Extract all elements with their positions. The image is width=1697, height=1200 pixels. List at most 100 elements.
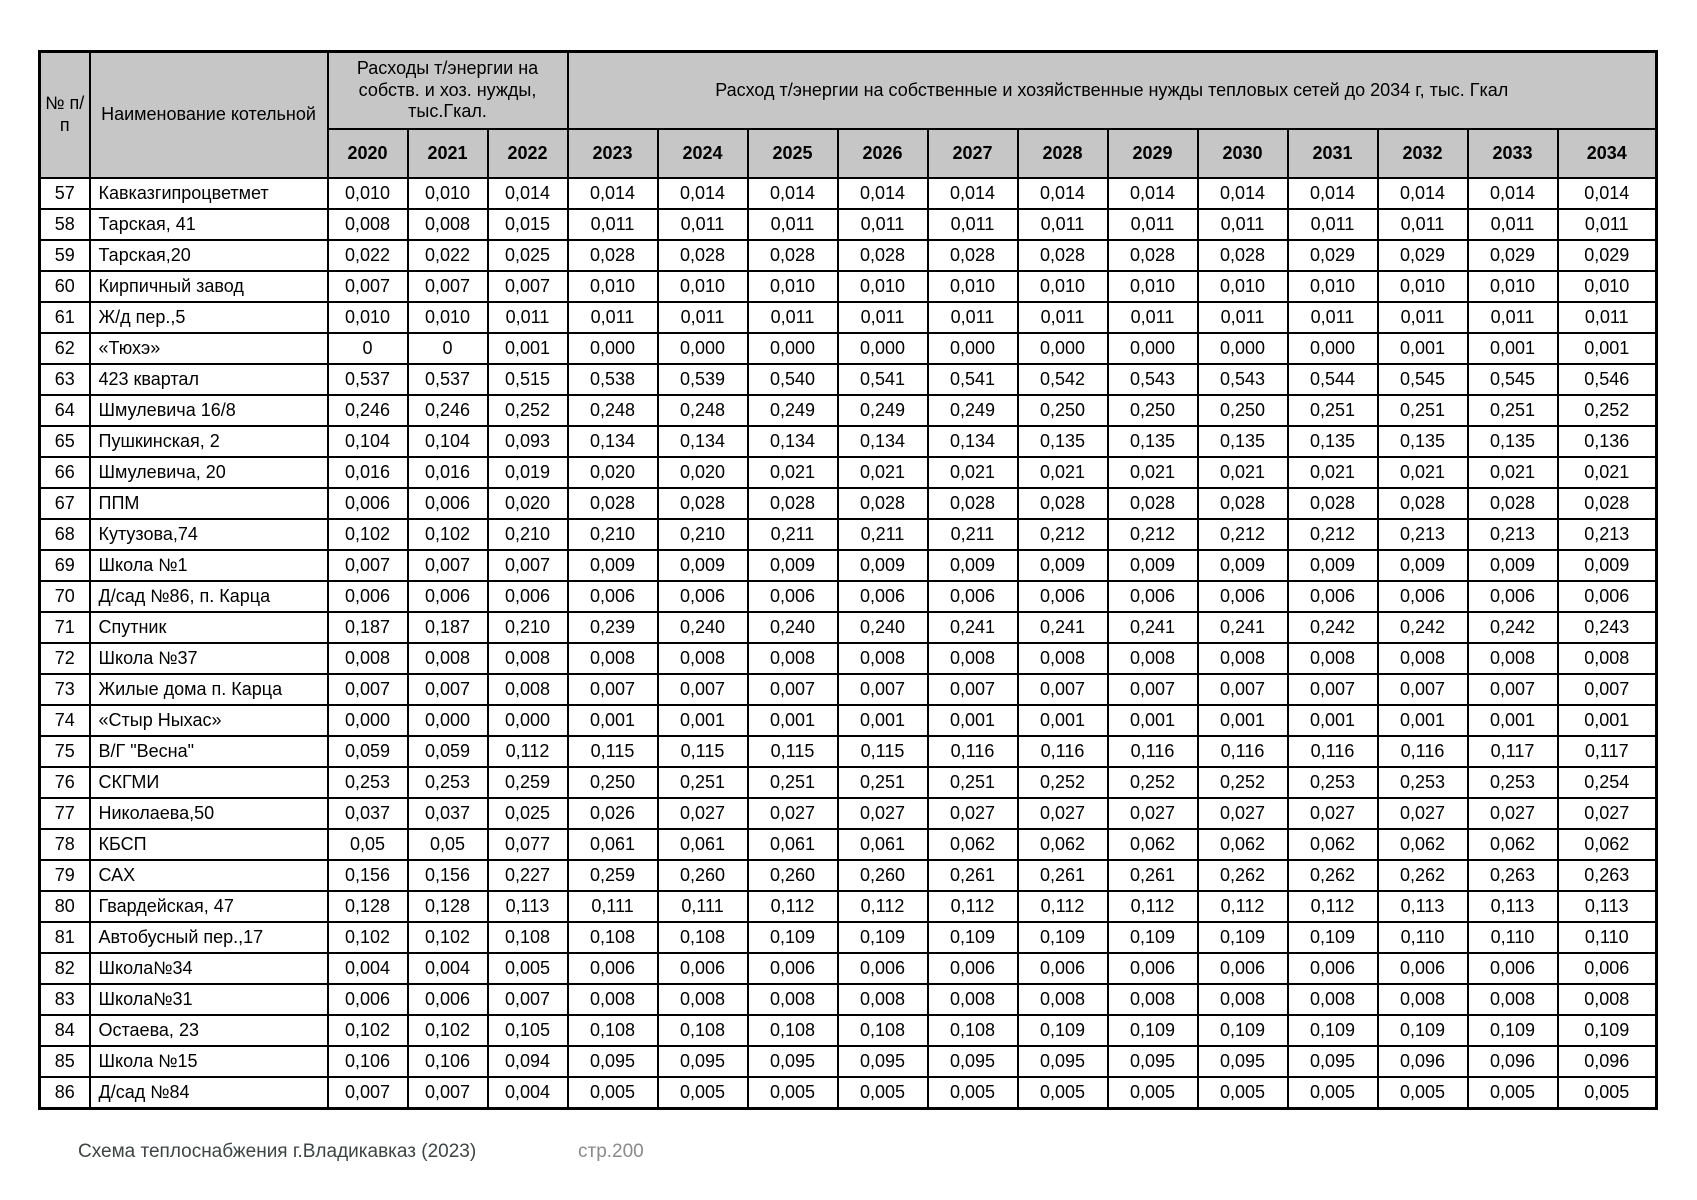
year-header: 2020 — [326, 128, 409, 179]
value-cell: 0,001 — [1466, 704, 1559, 737]
boiler-name-cell: СКГМИ — [88, 766, 329, 799]
value-cell: 0,248 — [656, 394, 749, 427]
value-cell: 0,05 — [326, 828, 409, 861]
value-cell: 0,260 — [656, 859, 749, 892]
value-cell: 0,156 — [406, 859, 489, 892]
boiler-name-cell: Кутузова,74 — [88, 518, 329, 551]
value-cell: 0,253 — [1466, 766, 1559, 799]
boiler-name-cell: Николаева,50 — [88, 797, 329, 830]
value-cell: 0,105 — [486, 1014, 569, 1047]
value-cell: 0,028 — [656, 487, 749, 520]
value-cell: 0,021 — [1466, 456, 1559, 489]
value-cell: 0,007 — [486, 549, 569, 582]
boiler-name-cell: Тарская, 41 — [88, 208, 329, 241]
year-header: 2032 — [1376, 128, 1469, 179]
value-cell: 0,250 — [566, 766, 659, 799]
year-header: 2021 — [406, 128, 489, 179]
value-cell: 0,212 — [1106, 518, 1199, 551]
value-cell: 0,008 — [926, 983, 1019, 1016]
value-cell: 0,112 — [1106, 890, 1199, 923]
value-cell: 0,028 — [1016, 239, 1109, 272]
year-header: 2026 — [836, 128, 929, 179]
value-cell: 0,027 — [1286, 797, 1379, 830]
value-cell: 0,001 — [1466, 332, 1559, 365]
value-cell: 0,096 — [1376, 1045, 1469, 1078]
value-cell: 0,005 — [1376, 1076, 1469, 1110]
row-number-cell: 60 — [38, 270, 91, 303]
row-number-cell: 76 — [38, 766, 91, 799]
value-cell: 0,109 — [1466, 1014, 1559, 1047]
table-body: 57 Кавказгипроцветмет 0,010 0,010 0,014 0,014… — [38, 177, 1658, 1110]
year-header: 2031 — [1286, 128, 1379, 179]
value-cell: 0,128 — [406, 890, 489, 923]
value-cell: 0,021 — [1556, 456, 1658, 489]
boiler-name-cell: Пушкинская, 2 — [88, 425, 329, 458]
value-cell: 0,005 — [1286, 1076, 1379, 1110]
value-cell: 0,006 — [656, 952, 749, 985]
value-cell: 0,010 — [1016, 270, 1109, 303]
value-cell: 0,001 — [1556, 704, 1658, 737]
value-cell: 0,008 — [406, 208, 489, 241]
value-cell: 0,006 — [836, 580, 929, 613]
value-cell: 0,028 — [1556, 487, 1658, 520]
value-cell: 0,109 — [1016, 921, 1109, 954]
value-cell: 0,260 — [836, 859, 929, 892]
value-cell: 0,000 — [1106, 332, 1199, 365]
value-cell: 0,093 — [486, 425, 569, 458]
value-cell: 0,010 — [1286, 270, 1379, 303]
value-cell: 0,253 — [1286, 766, 1379, 799]
table-row: 73 Жилые дома п. Карца 0,007 0,007 0,008 0,00… — [38, 673, 1658, 706]
value-cell: 0,011 — [1106, 301, 1199, 334]
row-number-cell: 77 — [38, 797, 91, 830]
value-cell: 0,112 — [836, 890, 929, 923]
value-cell: 0,112 — [926, 890, 1019, 923]
value-cell: 0,541 — [926, 363, 1019, 396]
value-cell: 0,543 — [1196, 363, 1289, 396]
value-cell: 0,000 — [926, 332, 1019, 365]
value-cell: 0,028 — [1196, 239, 1289, 272]
value-cell: 0,011 — [486, 301, 569, 334]
table-row: 62 «Тюхэ» 0 0 0,001 0,000 0,000 0,000 0,000 0,000… — [38, 332, 1658, 365]
value-cell: 0,062 — [1106, 828, 1199, 861]
table-row: 71 Спутник 0,187 0,187 0,210 0,239 0,240 0,240 0… — [38, 611, 1658, 644]
value-cell: 0,001 — [746, 704, 839, 737]
row-number-cell: 65 — [38, 425, 91, 458]
value-cell: 0,011 — [656, 301, 749, 334]
value-cell: 0,241 — [1016, 611, 1109, 644]
value-cell: 0,115 — [566, 735, 659, 768]
value-cell: 0,227 — [486, 859, 569, 892]
value-cell: 0,537 — [326, 363, 409, 396]
value-cell: 0,544 — [1286, 363, 1379, 396]
table-row: 77 Николаева,50 0,037 0,037 0,025 0,026 0,027 0… — [38, 797, 1658, 830]
table-row: 76 СКГМИ 0,253 0,253 0,259 0,250 0,251 0,251 0,2… — [38, 766, 1658, 799]
value-cell: 0,108 — [746, 1014, 839, 1047]
value-cell: 0,028 — [1106, 239, 1199, 272]
value-cell: 0,262 — [1196, 859, 1289, 892]
value-cell: 0,077 — [486, 828, 569, 861]
value-cell: 0,128 — [326, 890, 409, 923]
value-cell: 0,028 — [1286, 487, 1379, 520]
value-cell: 0,028 — [1196, 487, 1289, 520]
value-cell: 0,000 — [406, 704, 489, 737]
value-cell: 0,009 — [1466, 549, 1559, 582]
value-cell: 0,113 — [1466, 890, 1559, 923]
value-cell: 0,005 — [1556, 1076, 1658, 1110]
value-cell: 0,011 — [1466, 208, 1559, 241]
value-cell: 0,014 — [1466, 177, 1559, 210]
value-cell: 0,006 — [1466, 580, 1559, 613]
value-cell: 0,008 — [1466, 642, 1559, 675]
row-number-cell: 75 — [38, 735, 91, 768]
table-row: 84 Остаева, 23 0,102 0,102 0,105 0,108 0,108 0,… — [38, 1014, 1658, 1047]
value-cell: 0,006 — [656, 580, 749, 613]
value-cell: 0,010 — [326, 301, 409, 334]
value-cell: 0,240 — [836, 611, 929, 644]
value-cell: 0,108 — [566, 921, 659, 954]
value-cell: 0,001 — [656, 704, 749, 737]
value-cell: 0,007 — [326, 549, 409, 582]
value-cell: 0,006 — [1556, 952, 1658, 985]
table-row: 79 САХ 0,156 0,156 0,227 0,259 0,260 0,260 0,260… — [38, 859, 1658, 892]
value-cell: 0,212 — [1196, 518, 1289, 551]
value-cell: 0,242 — [1376, 611, 1469, 644]
value-cell: 0,135 — [1196, 425, 1289, 458]
value-cell: 0,251 — [1376, 394, 1469, 427]
